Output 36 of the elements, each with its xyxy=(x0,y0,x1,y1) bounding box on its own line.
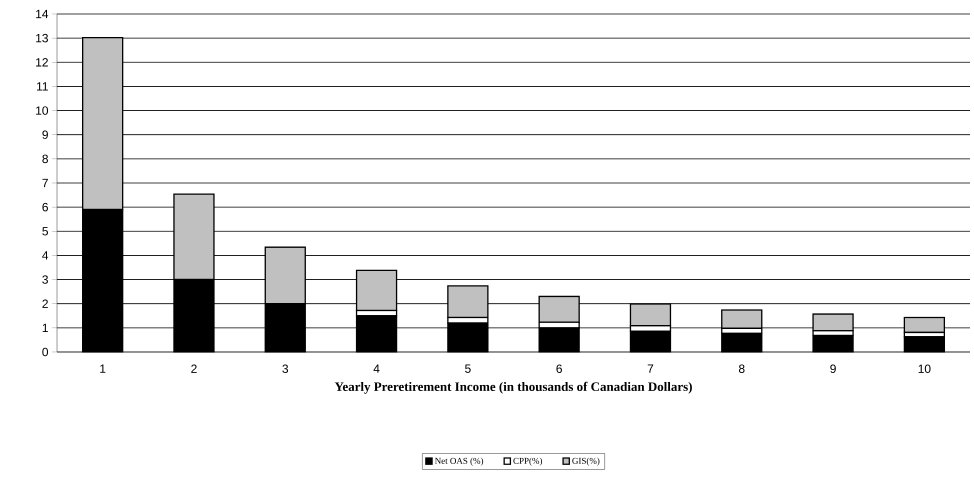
x-tick-label: 7 xyxy=(648,364,654,373)
y-tick-label: 11 xyxy=(36,82,48,91)
bar xyxy=(904,316,946,334)
legend-label: CPP(%) xyxy=(513,458,542,466)
x-tick-label: 1 xyxy=(100,364,106,373)
y-tick-label: 10 xyxy=(36,106,48,115)
x-tick-label: 4 xyxy=(374,364,380,373)
y-tick-label: 13 xyxy=(36,34,48,42)
y-tick-label: 2 xyxy=(42,300,48,308)
bar xyxy=(356,270,398,312)
y-tick-label: 8 xyxy=(42,154,48,164)
y-tick-label: 3 xyxy=(42,275,48,284)
x-tick-label: 2 xyxy=(191,364,197,373)
bar xyxy=(630,303,672,326)
x-tick-label: 6 xyxy=(556,364,562,373)
bar xyxy=(721,309,762,329)
y-tick-label: 9 xyxy=(42,130,48,139)
x-tick-label: 8 xyxy=(738,364,745,373)
y-tick-label: 14 xyxy=(36,10,48,18)
y-tick-label: 7 xyxy=(42,178,48,188)
y-tick-label: 12 xyxy=(36,58,48,66)
y-tick-label: 0 xyxy=(42,348,48,356)
bar xyxy=(812,313,854,332)
x-tick-label: 5 xyxy=(465,364,471,373)
y-tick-label: 1 xyxy=(42,324,48,332)
y-tick-label: 4 xyxy=(42,251,48,260)
x-axis-title: Yearly Preretirement Income (in thousands of Canadian Dollars) xyxy=(334,382,692,394)
bar xyxy=(447,285,489,318)
x-tick-label: 9 xyxy=(830,364,836,373)
bar xyxy=(538,296,580,323)
y-tick-label: 6 xyxy=(42,202,48,212)
x-tick-label: 3 xyxy=(282,364,288,373)
legend-label: GIS(%) xyxy=(572,458,600,466)
legend-label: Net OAS (%) xyxy=(434,458,484,466)
x-tick-label: 10 xyxy=(918,364,931,373)
y-tick-label: 5 xyxy=(42,227,48,236)
